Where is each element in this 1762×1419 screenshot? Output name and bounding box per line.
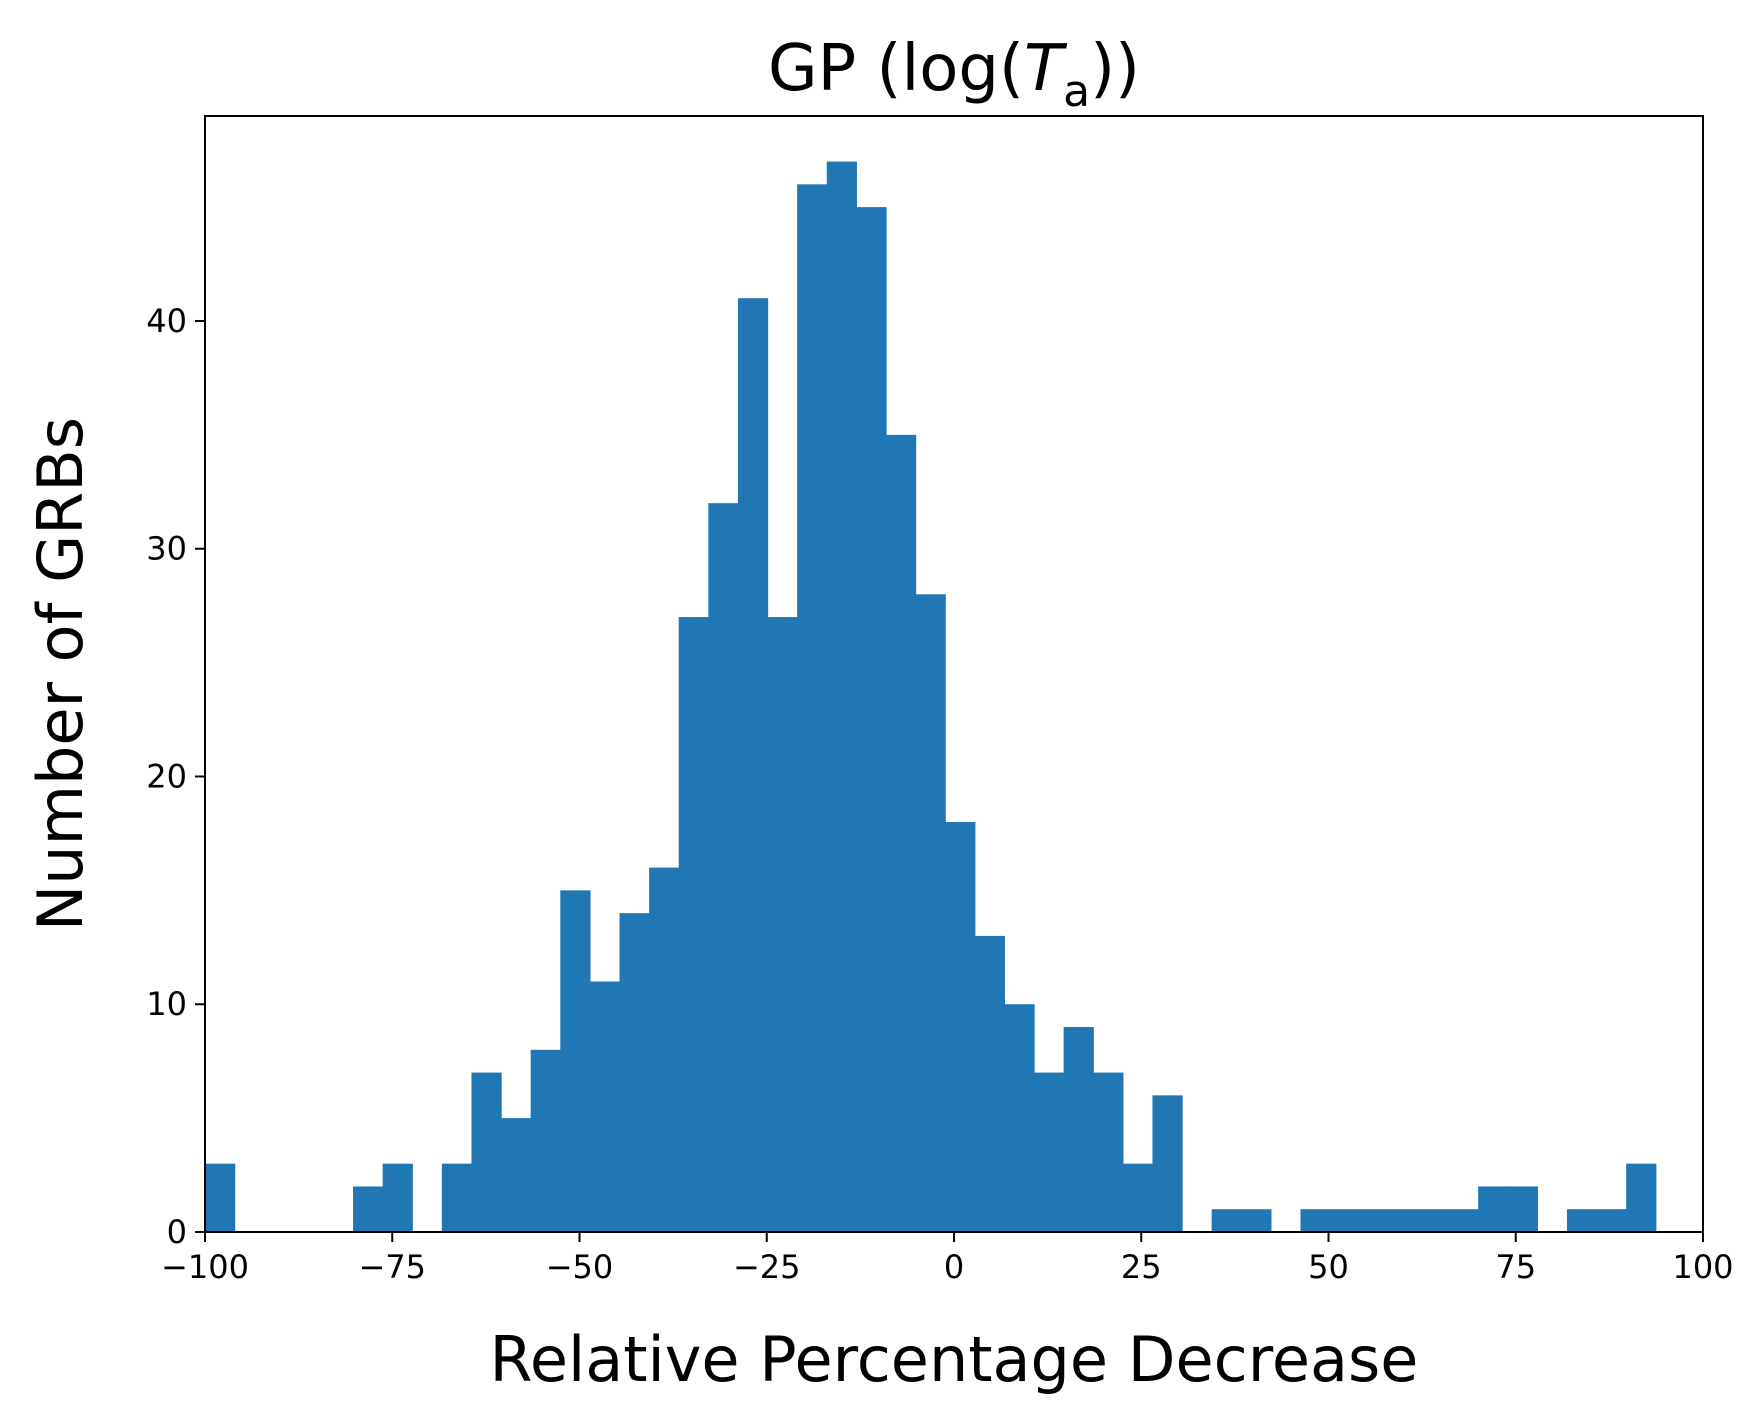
x-axis-ticks: −100 −75 −50 −25 0 25 50 75 100 bbox=[161, 1232, 1734, 1286]
histogram-bar bbox=[1389, 1209, 1420, 1232]
chart-title-suffix: )) bbox=[1090, 32, 1140, 106]
histogram-bar bbox=[353, 1186, 384, 1232]
y-tick-label: 0 bbox=[167, 1213, 187, 1251]
x-tick-label: 100 bbox=[1672, 1248, 1733, 1286]
histogram-bar bbox=[1626, 1163, 1657, 1232]
chart-title-prefix: GP (log( bbox=[768, 32, 1024, 106]
histogram-bar bbox=[1566, 1209, 1598, 1232]
histogram-bar bbox=[737, 298, 769, 1232]
x-tick-label: 50 bbox=[1308, 1248, 1349, 1286]
x-axis-label: Relative Percentage Decrease bbox=[490, 1323, 1419, 1396]
histogram-bar bbox=[767, 617, 798, 1232]
histogram-bar bbox=[382, 1163, 413, 1232]
y-tick-label: 20 bbox=[146, 757, 187, 795]
histogram-bar bbox=[1063, 1027, 1094, 1232]
y-axis-ticks: 0 10 20 30 40 bbox=[146, 302, 205, 1251]
x-tick-label: −25 bbox=[733, 1248, 801, 1286]
histogram-bar bbox=[945, 822, 976, 1232]
histogram-bar bbox=[471, 1072, 502, 1232]
histogram-bar bbox=[560, 890, 591, 1232]
histogram-bar bbox=[1122, 1163, 1154, 1232]
histogram-bar bbox=[501, 1118, 532, 1232]
chart-title-subscript: a bbox=[1063, 66, 1090, 117]
x-tick-label: 75 bbox=[1495, 1248, 1536, 1286]
histogram-bar bbox=[826, 161, 857, 1232]
histogram-bar bbox=[589, 981, 621, 1232]
y-tick-label: 30 bbox=[146, 530, 187, 568]
histogram-bar bbox=[1093, 1072, 1124, 1232]
histogram-bar bbox=[678, 617, 709, 1232]
histogram-bar bbox=[708, 503, 739, 1232]
x-tick-label: 25 bbox=[1121, 1248, 1162, 1286]
histogram-bar bbox=[915, 594, 946, 1232]
chart-title: GP (log(Ta)) bbox=[768, 32, 1140, 117]
y-tick-label: 40 bbox=[146, 302, 187, 340]
histogram-bar bbox=[1448, 1209, 1479, 1232]
x-tick-label: 0 bbox=[944, 1248, 964, 1286]
y-axis-label: Number of GRBs bbox=[24, 417, 97, 931]
histogram-bar bbox=[619, 913, 650, 1232]
histogram-bar bbox=[1241, 1209, 1272, 1232]
histogram-bar bbox=[1359, 1209, 1390, 1232]
histogram-bar bbox=[1152, 1095, 1183, 1232]
x-tick-label: −75 bbox=[358, 1248, 426, 1286]
histogram-bar bbox=[974, 935, 1006, 1232]
x-tick-label: −50 bbox=[546, 1248, 614, 1286]
histogram-bar bbox=[1330, 1209, 1361, 1232]
histogram-bar bbox=[797, 184, 828, 1233]
histogram-bar bbox=[1507, 1186, 1538, 1232]
histogram-bar bbox=[1211, 1209, 1242, 1232]
histogram-bar bbox=[1300, 1209, 1331, 1232]
histogram-bar bbox=[649, 867, 680, 1232]
histogram-bar bbox=[885, 434, 917, 1232]
histogram-bar bbox=[856, 207, 887, 1233]
histogram-bar bbox=[530, 1049, 561, 1232]
histogram-bars bbox=[205, 161, 1657, 1233]
histogram-bar bbox=[1034, 1072, 1065, 1232]
histogram-bar bbox=[1418, 1209, 1450, 1232]
histogram-bar bbox=[205, 1163, 236, 1232]
histogram-bar bbox=[441, 1163, 473, 1232]
chart-title-variable: T bbox=[1024, 32, 1068, 106]
histogram-bar bbox=[1596, 1209, 1627, 1232]
y-tick-label: 10 bbox=[146, 985, 187, 1023]
histogram-bar bbox=[1478, 1186, 1509, 1232]
histogram-bar bbox=[1004, 1004, 1035, 1232]
x-tick-label: −100 bbox=[161, 1248, 249, 1286]
